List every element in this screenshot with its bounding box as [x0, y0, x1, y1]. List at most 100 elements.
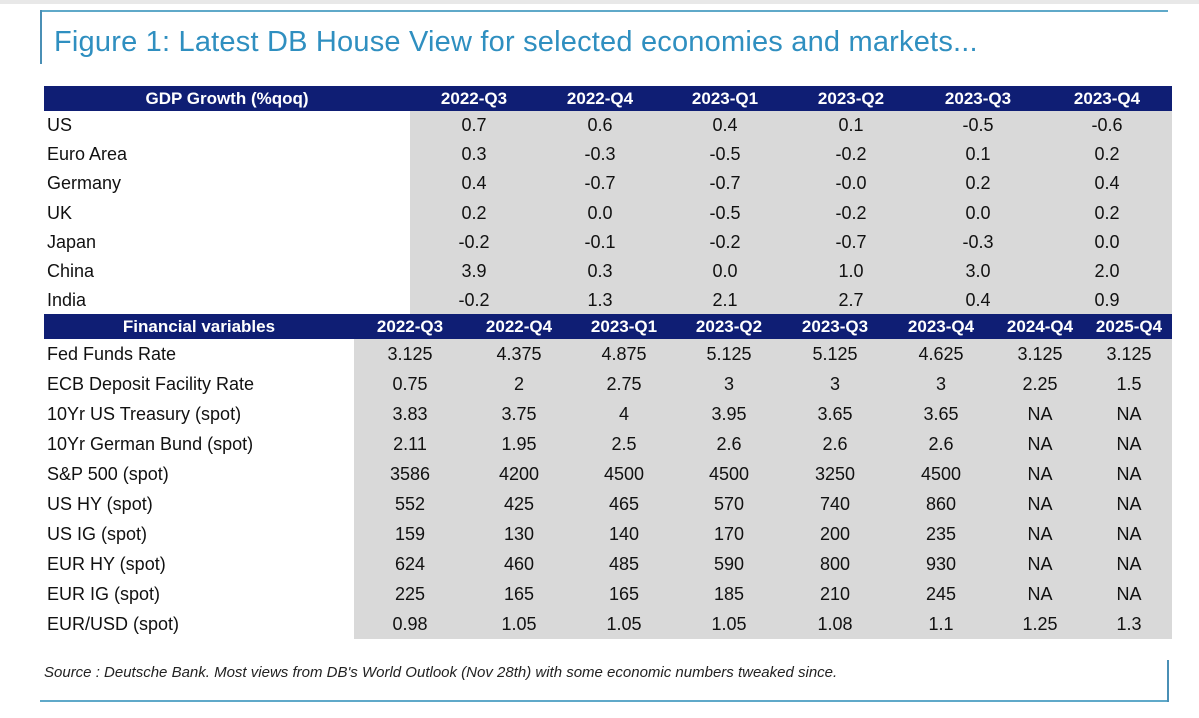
value-cell: 0.0	[662, 256, 788, 287]
fin-table-row: US IG (spot) 159 130 140 170 200 235 NA NA	[44, 519, 1172, 549]
value-cell: 1.05	[572, 609, 676, 639]
value-cell: 3.65	[888, 399, 994, 429]
value-cell: 1.3	[1086, 609, 1172, 639]
value-cell: -0.5	[914, 111, 1042, 141]
value-cell: 1.05	[676, 609, 782, 639]
value-cell: -0.2	[788, 140, 914, 170]
value-cell: 1.05	[466, 609, 572, 639]
row-label: Japan	[44, 227, 410, 257]
gdp-col-header: 2023-Q2	[788, 86, 914, 111]
gdp-table-row: Japan -0.2 -0.1 -0.2 -0.7 -0.3 0.0	[44, 227, 1172, 257]
value-cell: 4.625	[888, 339, 994, 369]
value-cell: 0.3	[538, 256, 662, 287]
value-cell: 0.9	[1042, 286, 1172, 316]
fin-table-row: EUR/USD (spot) 0.98 1.05 1.05 1.05 1.08 1.1 1.2…	[44, 609, 1172, 639]
value-cell: 1.5	[1086, 369, 1172, 399]
value-cell: 2.0	[1042, 256, 1172, 287]
fin-table-row: EUR IG (spot) 225 165 165 185 210 245 NA NA	[44, 579, 1172, 609]
value-cell: 4.875	[572, 339, 676, 369]
value-cell: NA	[1086, 429, 1172, 459]
value-cell: -0.7	[788, 227, 914, 257]
value-cell: 2.7	[788, 286, 914, 316]
gdp-header-row: GDP Growth (%qoq) 2022-Q3 2022-Q4 2023-Q…	[44, 86, 1172, 111]
value-cell: 0.4	[410, 169, 538, 199]
value-cell: 930	[888, 549, 994, 579]
value-cell: 2.5	[572, 429, 676, 459]
value-cell: 185	[676, 579, 782, 609]
fin-col-header: 2023-Q4	[888, 314, 994, 339]
row-label: US	[44, 111, 410, 141]
value-cell: 0.0	[914, 198, 1042, 228]
gdp-table-row: Germany 0.4 -0.7 -0.7 -0.0 0.2 0.4	[44, 169, 1172, 199]
value-cell: 130	[466, 519, 572, 549]
value-cell: 4.375	[466, 339, 572, 369]
value-cell: -0.0	[788, 169, 914, 199]
gdp-col-header: 2023-Q1	[662, 86, 788, 111]
value-cell: 2.6	[888, 429, 994, 459]
value-cell: 225	[354, 579, 466, 609]
left-accent-bar	[40, 10, 42, 64]
value-cell: 140	[572, 519, 676, 549]
value-cell: 3.0	[914, 256, 1042, 287]
gdp-table-row: China 3.9 0.3 0.0 1.0 3.0 2.0	[44, 256, 1172, 287]
value-cell: 0.0	[538, 198, 662, 228]
fin-col-header: 2022-Q4	[466, 314, 572, 339]
fin-col-header: 2023-Q1	[572, 314, 676, 339]
gdp-col-header: 2023-Q3	[914, 86, 1042, 111]
value-cell: NA	[1086, 399, 1172, 429]
value-cell: 0.7	[410, 111, 538, 141]
value-cell: 3	[676, 369, 782, 399]
value-cell: 740	[782, 489, 888, 519]
value-cell: 4500	[676, 459, 782, 489]
right-accent-bar	[1167, 660, 1169, 702]
value-cell: 170	[676, 519, 782, 549]
gdp-table-row: US 0.7 0.6 0.4 0.1 -0.5 -0.6	[44, 111, 1172, 141]
value-cell: 0.1	[788, 111, 914, 141]
value-cell: 2.6	[676, 429, 782, 459]
fin-table-row: US HY (spot) 552 425 465 570 740 860 NA NA	[44, 489, 1172, 519]
value-cell: 200	[782, 519, 888, 549]
value-cell: 1.25	[994, 609, 1086, 639]
value-cell: 3.75	[466, 399, 572, 429]
value-cell: 4	[572, 399, 676, 429]
gdp-growth-table: GDP Growth (%qoq) 2022-Q3 2022-Q4 2023-Q…	[44, 86, 1172, 316]
value-cell: 485	[572, 549, 676, 579]
value-cell: NA	[1086, 579, 1172, 609]
value-cell: -0.7	[662, 169, 788, 199]
row-label: India	[44, 286, 410, 316]
gdp-header-label: GDP Growth (%qoq)	[44, 86, 410, 111]
fin-table-row: EUR HY (spot) 624 460 485 590 800 930 NA NA	[44, 549, 1172, 579]
row-label: US HY (spot)	[44, 489, 354, 519]
row-label: ECB Deposit Facility Rate	[44, 369, 354, 399]
top-border	[0, 0, 1199, 4]
figure-title: Figure 1: Latest DB House View for selec…	[54, 26, 978, 58]
value-cell: NA	[1086, 519, 1172, 549]
row-label: 10Yr US Treasury (spot)	[44, 399, 354, 429]
value-cell: 0.2	[914, 169, 1042, 199]
value-cell: 3	[888, 369, 994, 399]
value-cell: 425	[466, 489, 572, 519]
value-cell: NA	[994, 579, 1086, 609]
fin-col-header: 2022-Q3	[354, 314, 466, 339]
value-cell: 2.11	[354, 429, 466, 459]
value-cell: NA	[994, 399, 1086, 429]
value-cell: -0.5	[662, 198, 788, 228]
value-cell: 0.2	[410, 198, 538, 228]
value-cell: 3.65	[782, 399, 888, 429]
fin-col-header: 2024-Q4	[994, 314, 1086, 339]
value-cell: 3	[782, 369, 888, 399]
value-cell: 165	[466, 579, 572, 609]
bottom-divider	[40, 700, 1168, 702]
fin-header-row: Financial variables 2022-Q3 2022-Q4 2023…	[44, 314, 1172, 339]
value-cell: 165	[572, 579, 676, 609]
value-cell: 4500	[888, 459, 994, 489]
row-label: 10Yr German Bund (spot)	[44, 429, 354, 459]
gdp-col-header: 2022-Q3	[410, 86, 538, 111]
value-cell: NA	[994, 459, 1086, 489]
value-cell: 0.3	[410, 140, 538, 170]
row-label: EUR IG (spot)	[44, 579, 354, 609]
value-cell: 0.1	[914, 140, 1042, 170]
row-label: US IG (spot)	[44, 519, 354, 549]
value-cell: 235	[888, 519, 994, 549]
value-cell: 0.75	[354, 369, 466, 399]
